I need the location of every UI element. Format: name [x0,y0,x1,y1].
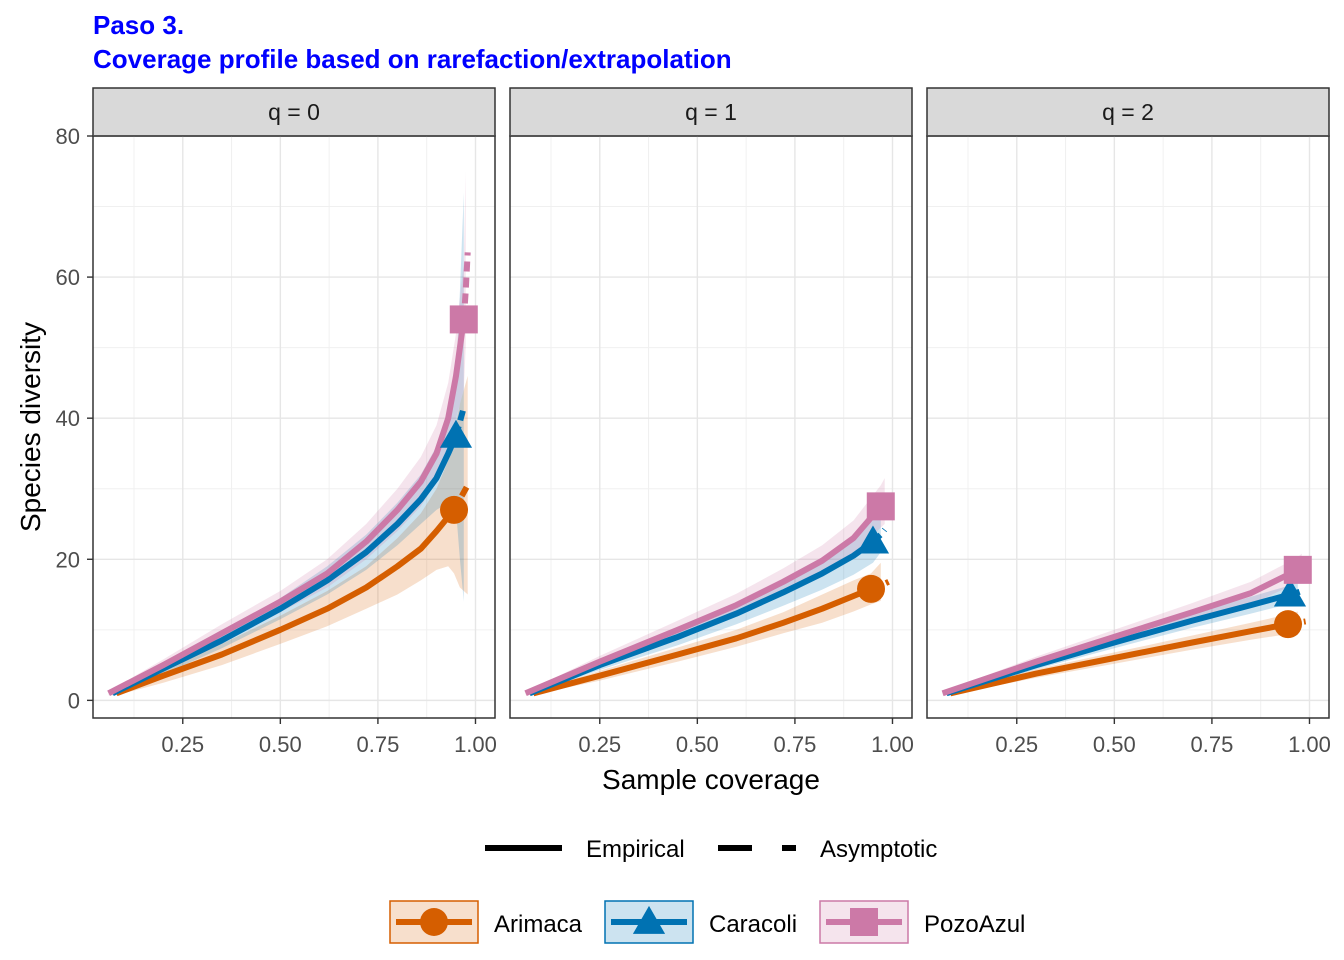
x-tick-label: 0.75 [356,732,399,757]
x-tick-label: 0.50 [259,732,302,757]
observed-point-arimaca [1274,610,1303,639]
rarefaction-line-arimaca [949,621,1289,697]
panel-border [926,135,1330,719]
confidence-band-pozoazul [108,171,466,696]
x-tick-label: 0.50 [676,732,719,757]
facet-label: q = 2 [1102,99,1154,125]
facet-strip [926,87,1330,137]
facet-strip [509,87,913,137]
x-tick-label: 1.00 [1288,732,1331,757]
y-tick-label: 60 [56,265,80,290]
x-tick-label: 0.25 [161,732,204,757]
observed-point-caracoli [1273,578,1307,607]
legend-key-marker-arimaca [420,908,448,936]
legend-label-asymptotic: Asymptotic [820,836,937,863]
assemblage-legend: Arimaca Caracoli PozoAzul [389,900,1025,944]
confidence-band-arimaca [116,375,468,696]
rarefaction-line-caracoli [528,539,875,697]
confidence-band-pozoazul [942,553,1302,695]
x-axis-title: Sample coverage [602,764,820,795]
x-tick-label: 0.75 [1190,732,1233,757]
legend-label-arimaca: Arimaca [494,911,583,938]
legend-label-caracoli: Caracoli [709,911,797,938]
observed-point-pozoazul [449,305,478,334]
panel-border [92,135,496,719]
rarefaction-line-caracoli [111,434,459,696]
x-tick-label: 0.75 [773,732,816,757]
chart-subtitle: Coverage profile based on rarefaction/ex… [93,44,732,74]
y-tick-label: 0 [68,688,80,713]
facet-panel-1: q = 1 0.25 0.50 0.75 1.00 [509,87,914,757]
legend-key-marker-pozoazul [850,908,878,936]
x-tick-label: 1.00 [454,732,497,757]
y-axis-title: Species diversity [15,322,46,532]
panel-border [509,135,913,719]
x-tick-label: 0.25 [578,732,621,757]
rarefaction-line-pozoazul [107,318,467,696]
rarefaction-line-caracoli [945,591,1291,697]
legend-key-marker-caracoli [632,905,666,934]
observed-point-arimaca [440,495,469,524]
rarefaction-line-arimaca [115,507,457,697]
x-tick-label: 0.50 [1093,732,1136,757]
y-tick-label: 80 [56,124,80,149]
x-tick-label: 1.00 [871,732,914,757]
x-tick-label: 0.25 [995,732,1038,757]
y-tick-label: 40 [56,406,80,431]
chart-title: Paso 3. [93,10,185,40]
rarefaction-line-pozoazul [941,567,1300,697]
observed-point-pozoazul [866,492,895,521]
facet-panel-2: q = 2 0.25 0.50 0.75 1.00 [926,87,1331,757]
observed-point-pozoazul [1283,555,1312,584]
legend-label-empirical: Empirical [586,836,685,863]
rarefaction-line-pozoazul [524,504,884,697]
legend-label-pozoazul: PozoAzul [924,911,1025,938]
observed-point-caracoli [439,419,473,448]
linetype-legend: Empirical Asymptotic [485,836,937,863]
rarefaction-line-arimaca [532,586,873,697]
observed-point-arimaca [857,574,886,603]
facet-label: q = 0 [268,99,320,125]
observed-point-caracoli [856,525,890,554]
confidence-band-pozoazul [525,478,885,695]
facet-panel-0: q = 0 0.25 0.50 0.75 1.00 0 20 40 60 80 [56,87,497,757]
y-tick-label: 20 [56,547,80,572]
facet-label: q = 1 [685,99,737,125]
